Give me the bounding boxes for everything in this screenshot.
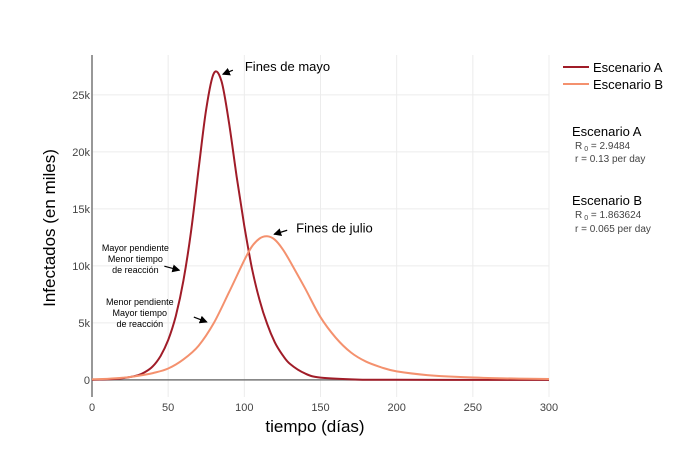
annotation-fines-de-julio: Fines de julio xyxy=(296,220,373,235)
annotations: Fines de mayo Fines de julio Mayor pendien… xyxy=(102,59,373,329)
annotation-mayor-pendiente-line: Menor tiempo xyxy=(108,254,163,264)
param-title-a: Escenario A xyxy=(572,124,642,139)
x-tick-label: 100 xyxy=(235,402,253,414)
y-tick-label: 5k xyxy=(78,318,90,330)
y-tick-label: 15k xyxy=(72,204,90,216)
param-r-b: r = 0.065 per day xyxy=(575,224,651,235)
arrow-mayor-pendiente xyxy=(164,264,181,273)
param-title-b: Escenario B xyxy=(572,193,642,208)
legend: Escenario A Escenario B xyxy=(563,60,663,92)
x-tick-label: 300 xyxy=(540,402,558,414)
annotation-fines-de-mayo: Fines de mayo xyxy=(245,59,330,74)
y-tick-label: 20k xyxy=(72,147,90,159)
axes: 0 50 100 150 200 250 300 0 5k 10k 15k 20k 25k xyxy=(72,55,558,414)
annotation-menor-pendiente-line: de reacción xyxy=(117,319,164,329)
arrow-menor-pendiente xyxy=(193,315,208,324)
arrow-fines-de-mayo xyxy=(221,67,234,76)
x-tick-label: 250 xyxy=(464,402,482,414)
y-tick-label: 0 xyxy=(84,375,90,387)
param-r-a: r = 0.13 per day xyxy=(575,154,645,165)
arrow-fines-de-julio xyxy=(273,228,288,237)
y-tick-label: 25k xyxy=(72,90,90,102)
annotation-menor-pendiente-line: Mayor tiempo xyxy=(113,308,168,318)
annotation-menor-pendiente-line: Menor pendiente xyxy=(106,297,174,307)
annotation-mayor-pendiente-line: Mayor pendiente xyxy=(102,243,169,253)
x-axis-title: tiempo (días) xyxy=(265,417,364,436)
x-tick-label: 0 xyxy=(89,402,95,414)
y-axis-title: Infectados (en miles) xyxy=(40,149,59,307)
series-line-escenario-b xyxy=(91,235,550,381)
x-tick-label: 200 xyxy=(387,402,405,414)
y-tick-label: 10k xyxy=(72,261,90,273)
legend-label-scenario-a: Escenario A xyxy=(593,60,663,75)
x-tick-label: 150 xyxy=(311,402,329,414)
x-tick-label: 50 xyxy=(162,402,174,414)
series-lines xyxy=(91,70,550,381)
gridlines xyxy=(92,55,550,397)
legend-label-scenario-b: Escenario B xyxy=(593,77,663,92)
annotation-mayor-pendiente-line: de reacción xyxy=(112,265,159,275)
series-line-escenario-a xyxy=(91,70,549,381)
